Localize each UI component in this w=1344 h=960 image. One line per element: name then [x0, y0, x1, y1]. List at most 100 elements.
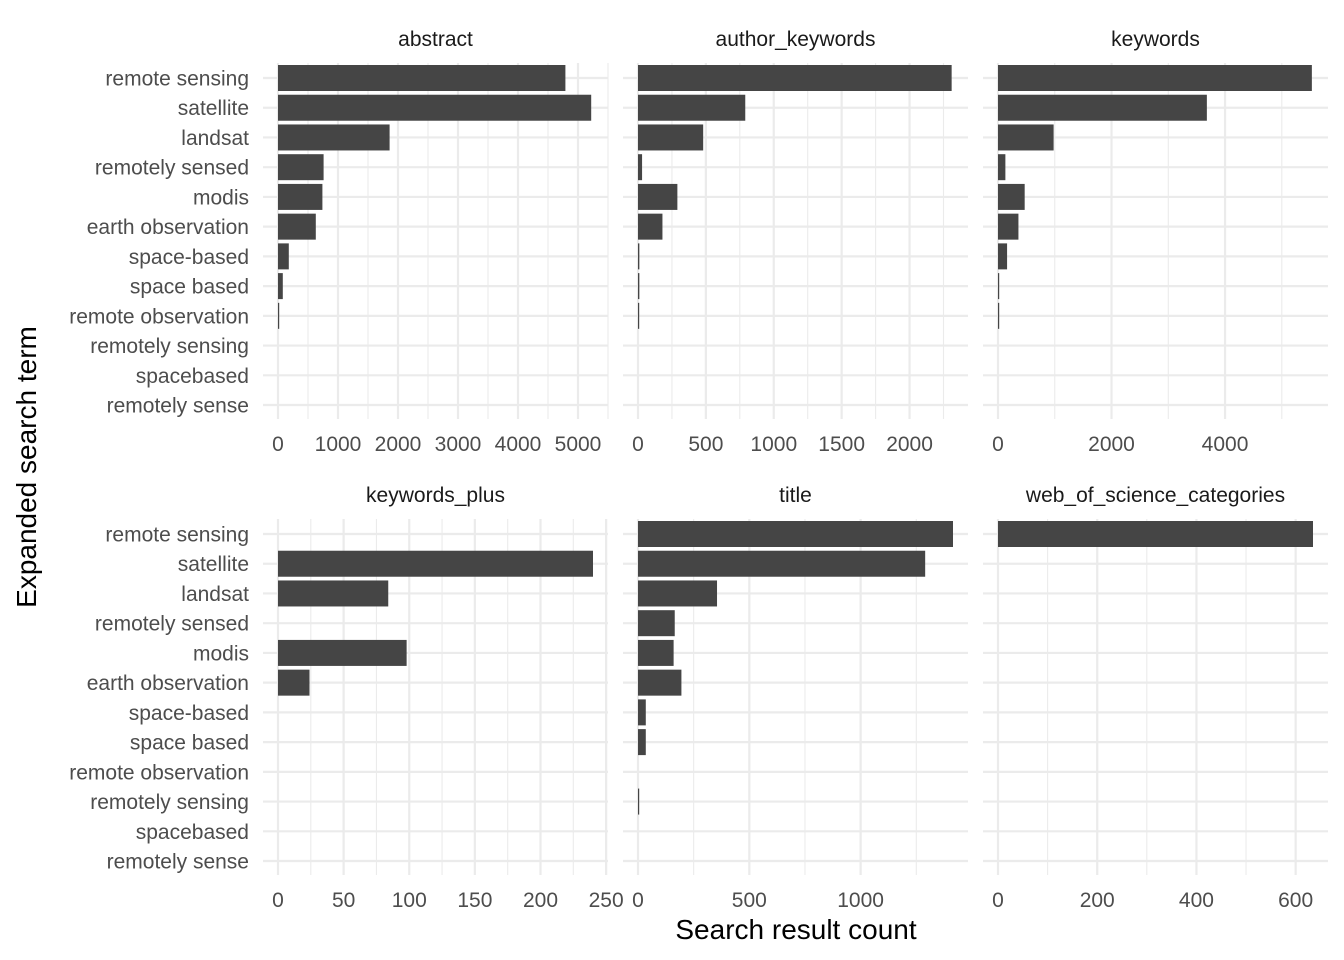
x-tick-label: 600 [1278, 889, 1313, 912]
bar-remote-sensing [998, 521, 1313, 547]
bar-remotely-sensed [278, 154, 324, 181]
y-tick-label: earth observation [87, 672, 249, 695]
x-tick-label: 100 [392, 889, 427, 912]
y-tick-label: remotely sensing [90, 335, 249, 358]
facet-panel: 0 2000 4000 keywords [983, 28, 1328, 456]
x-tick-label: 4000 [1202, 433, 1249, 456]
bar-remote-observation [998, 302, 1000, 329]
bar-earth-observation [278, 669, 310, 696]
bar-modis [278, 183, 323, 210]
bar-space-based [278, 273, 283, 300]
x-tick-label: 0 [632, 433, 644, 456]
bar-space-based [638, 243, 640, 270]
y-tick-label: landsat [181, 127, 249, 150]
bar-modis [278, 639, 407, 666]
y-tick-label: modis [193, 642, 249, 665]
facet-title: web_of_science_categories [1025, 484, 1285, 507]
x-tick-label: 0 [992, 889, 1004, 912]
x-tick-label: 200 [1080, 889, 1115, 912]
bar-landsat [638, 124, 704, 151]
x-tick-label: 1500 [818, 433, 865, 456]
y-tick-label: landsat [181, 583, 249, 606]
bar-remote-observation [638, 302, 640, 329]
y-tick-label: earth observation [87, 216, 249, 239]
facet-title: keywords [1111, 28, 1200, 51]
y-tick-label: satellite [178, 553, 249, 576]
y-axis-title: Expanded search term [11, 326, 42, 608]
y-tick-label: remotely sensing [90, 791, 249, 814]
x-tick-label: 2000 [886, 433, 933, 456]
y-tick-label: remotely sensed [95, 613, 249, 636]
facet-panel: 0 500 1000 title [623, 484, 968, 912]
y-tick-label: spacebased [136, 365, 249, 388]
bar-landsat [278, 580, 389, 607]
x-tick-label: 150 [457, 889, 492, 912]
bar-modis [998, 183, 1025, 210]
x-tick-label: 0 [272, 433, 284, 456]
x-tick-label: 1000 [750, 433, 797, 456]
bar-satellite [638, 550, 926, 577]
y-tick-label: remote observation [69, 761, 249, 784]
bar-remotely-sensed [998, 154, 1006, 181]
x-tick-label: 0 [632, 889, 644, 912]
y-tick-label: space based [130, 732, 249, 755]
x-tick-label: 2000 [1088, 433, 1135, 456]
bar-remote-sensing [638, 65, 952, 91]
bar-remotely-sensing [638, 788, 640, 815]
facet-panel: 0 500 1000 1500 2000 author_keywords [623, 28, 968, 456]
bar-earth-observation [638, 669, 682, 696]
y-tick-label: remote observation [69, 305, 249, 328]
x-tick-label: 1000 [837, 889, 884, 912]
bar-earth-observation [998, 213, 1019, 240]
bar-satellite [278, 94, 592, 121]
facet-title: author_keywords [716, 28, 876, 51]
x-tick-label: 250 [589, 889, 624, 912]
y-tick-label: remotely sense [107, 395, 249, 418]
x-tick-label: 0 [992, 433, 1004, 456]
bar-satellite [998, 94, 1207, 121]
x-tick-label: 200 [523, 889, 558, 912]
bar-landsat [998, 124, 1054, 151]
bar-space-based [998, 273, 1000, 300]
bar-space-based [638, 699, 646, 726]
bar-modis [638, 639, 674, 666]
y-tick-label: remote sensing [105, 68, 249, 91]
y-tick-label: modis [193, 186, 249, 209]
bar-space-based [638, 273, 640, 300]
bar-remotely-sensed [638, 154, 643, 181]
bar-space-based [638, 729, 646, 756]
bar-earth-observation [638, 213, 663, 240]
bar-earth-observation [278, 213, 316, 240]
x-tick-label: 5000 [555, 433, 602, 456]
facet-panel: 0 200 400 600 web_of_science_categories [983, 484, 1328, 912]
x-tick-label: 500 [688, 433, 723, 456]
y-tick-label: remotely sensed [95, 157, 249, 180]
facet-title: keywords_plus [366, 484, 505, 507]
bar-remote-observation [278, 302, 280, 329]
x-axis-title: Search result count [675, 914, 916, 945]
y-tick-label: remotely sense [107, 851, 249, 874]
x-tick-label: 400 [1179, 889, 1214, 912]
x-tick-label: 4000 [495, 433, 542, 456]
y-tick-label: spacebased [136, 821, 249, 844]
x-tick-label: 3000 [435, 433, 482, 456]
x-tick-label: 50 [332, 889, 355, 912]
x-tick-label: 2000 [375, 433, 422, 456]
facet-panel: 0 1000 2000 3000 4000 5000 abstract remote sens… [69, 28, 609, 456]
bar-remote-sensing [638, 521, 953, 547]
bar-space-based [998, 243, 1008, 270]
bar-modis [638, 183, 678, 210]
bar-satellite [638, 94, 746, 121]
x-tick-label: 0 [272, 889, 284, 912]
facet-title: abstract [398, 28, 473, 51]
bar-landsat [638, 580, 718, 607]
y-tick-label: satellite [178, 97, 249, 120]
y-tick-label: remote sensing [105, 524, 249, 547]
bar-remote-sensing [278, 65, 566, 91]
bar-landsat [278, 124, 390, 151]
y-tick-label: space-based [129, 702, 249, 725]
x-tick-label: 1000 [315, 433, 362, 456]
